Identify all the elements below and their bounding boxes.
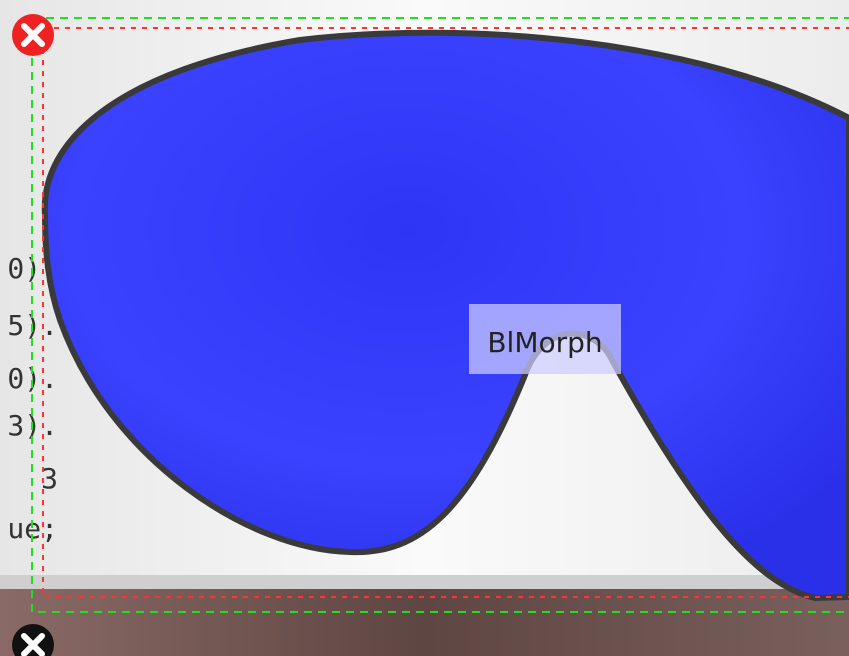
floor: [0, 589, 849, 656]
label-box: [469, 304, 621, 374]
remove-circle[interactable]: [12, 624, 54, 656]
floor-edge: [0, 575, 849, 589]
morph-label: BlMorph: [487, 326, 602, 359]
code-line: 3: [41, 462, 58, 495]
remove-button[interactable]: [12, 624, 54, 656]
remove-icon[interactable]: [21, 633, 45, 656]
bounds-outline: [31, 17, 849, 613]
close-button[interactable]: [12, 14, 54, 56]
close-icon[interactable]: [21, 23, 45, 47]
